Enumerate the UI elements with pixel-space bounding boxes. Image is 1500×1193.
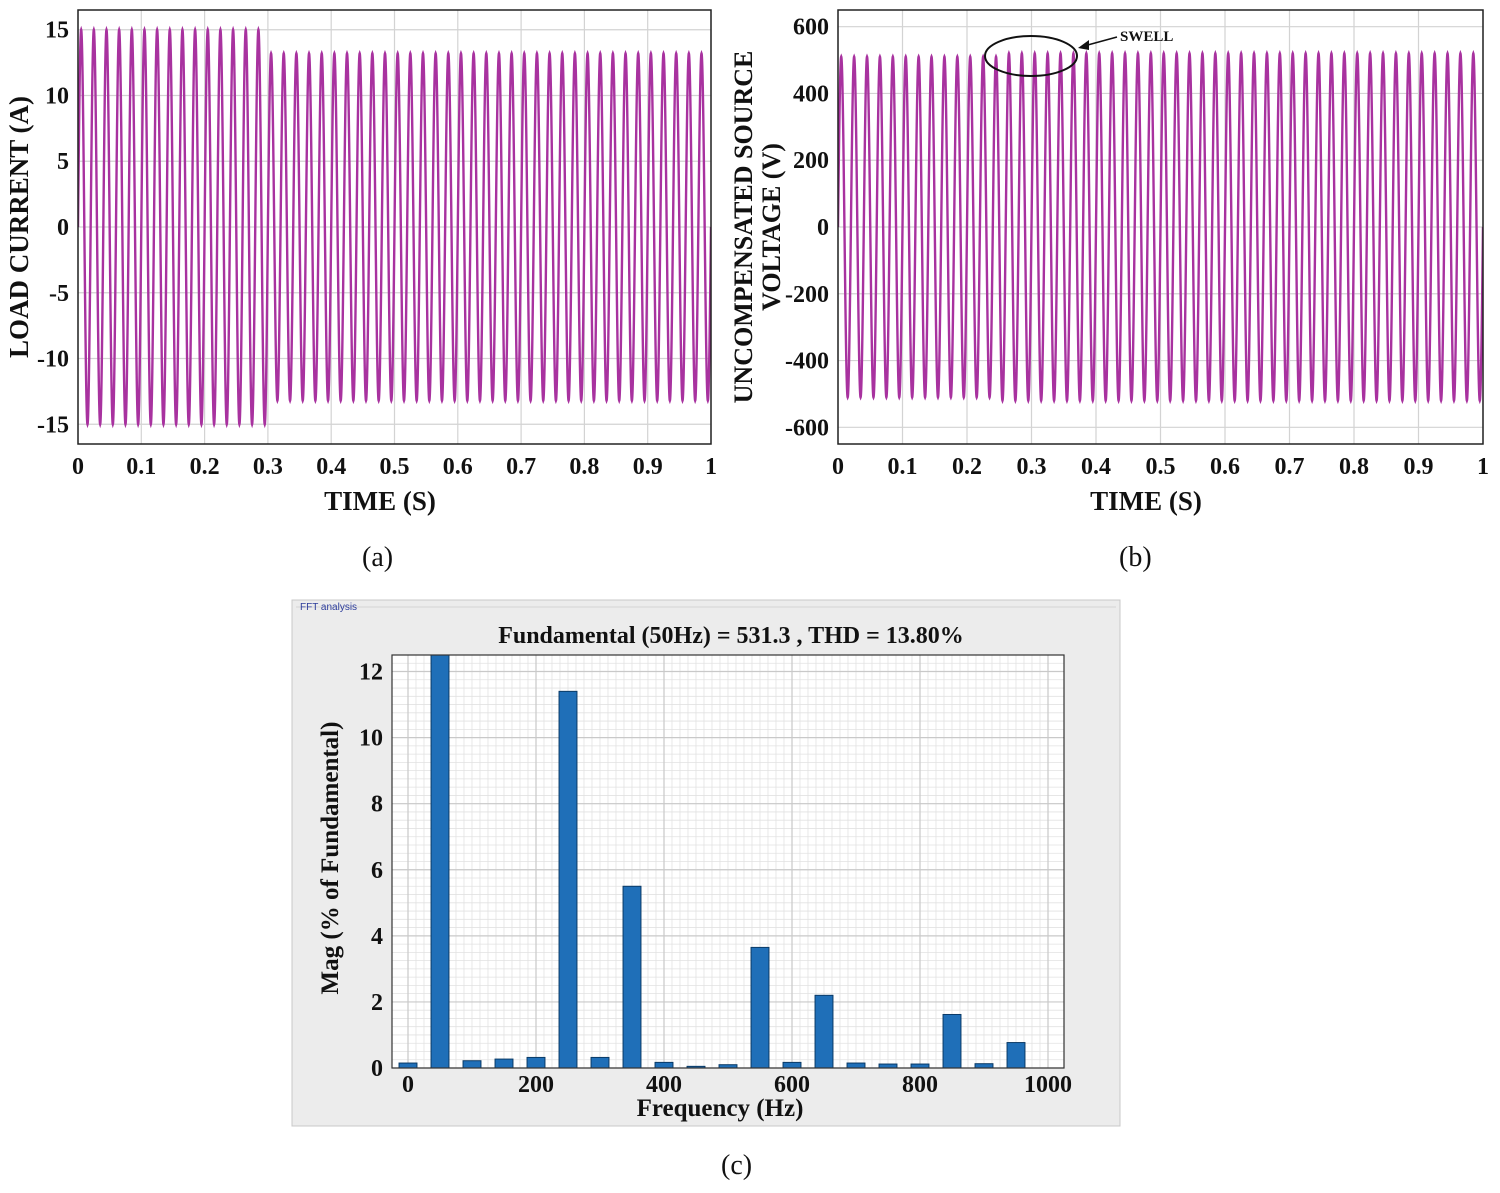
harmonic-bar [782, 1061, 802, 1068]
x-axis-label: TIME (S) [1090, 486, 1202, 516]
x-tick-label: 0.6 [1210, 454, 1240, 480]
x-tick-label: 400 [646, 1072, 682, 1098]
swell-annotation: SWELL [1120, 29, 1173, 45]
y-tick-label: 0 [371, 1056, 383, 1082]
y-tick-label: 400 [793, 81, 829, 107]
x-tick-label: 0.4 [316, 454, 346, 480]
x-tick-label: 0.6 [443, 454, 473, 480]
x-tick-label: 1000 [1024, 1072, 1072, 1098]
y-tick-label: 6 [371, 858, 383, 884]
x-tick-label: 0.8 [569, 454, 599, 480]
x-tick-label: 0.4 [1081, 454, 1111, 480]
harmonic-bar [398, 1062, 418, 1068]
x-tick-label: 0.1 [888, 454, 918, 480]
swell-arrow [1083, 36, 1118, 47]
y-tick-label: -10 [37, 347, 69, 373]
y-tick-label: -400 [785, 349, 829, 375]
harmonic-bar [558, 690, 578, 1068]
y-tick-label: 2 [371, 990, 383, 1016]
x-tick-label: 0.3 [1017, 454, 1047, 480]
harmonic-bar [846, 1062, 866, 1068]
harmonic-bar [974, 1063, 994, 1068]
harmonic-bar [942, 1013, 962, 1068]
x-tick-label: 0.3 [253, 454, 283, 480]
x-tick-label: 1 [705, 454, 717, 480]
harmonic-bar [878, 1063, 898, 1068]
x-tick-label: 600 [774, 1072, 810, 1098]
y-axis-label: LOAD CURRENT (A) [4, 96, 34, 358]
y-tick-label: 0 [57, 215, 69, 241]
x-tick-label: 1 [1477, 454, 1489, 480]
x-tick-label: 0.8 [1339, 454, 1369, 480]
swell-marker-ellipse [984, 35, 1078, 77]
x-tick-label: 0.2 [952, 454, 982, 480]
harmonic-bar [750, 946, 770, 1068]
y-tick-label: -600 [785, 415, 829, 441]
harmonic-bar [590, 1056, 610, 1068]
y-axis-label: Mag (% of Fundamental) [317, 722, 344, 995]
y-tick-label: -200 [785, 282, 829, 308]
plot-frame [77, 9, 712, 445]
harmonic-bar [654, 1061, 674, 1068]
fft-window-label: FFT analysis [300, 602, 357, 613]
caption-c: (c) [721, 1150, 753, 1181]
y-tick-label: 15 [45, 18, 69, 44]
harmonic-bar [494, 1058, 514, 1068]
y-axis-label-line-1: UNCOMPENSATED SOURCE [729, 51, 758, 404]
plot-frame [391, 654, 1065, 1069]
x-tick-label: 800 [902, 1072, 938, 1098]
plot-frame [837, 9, 1484, 445]
harmonic-bar [622, 885, 642, 1068]
harmonic-bar [814, 994, 834, 1068]
load-current-waveform [78, 25, 711, 429]
x-tick-label: 0.9 [633, 454, 663, 480]
caption-a: (a) [362, 542, 394, 573]
panel-c-fft-analysis: FFT analysis Fundamental (50Hz) = 531.3 … [291, 599, 1121, 1127]
swell-arrow-head [1078, 40, 1089, 50]
panel-b-source-voltage: SWELL -600 -400 -200 0 200 400 600 0 0.1 0.2 0.3 0… [729, 9, 1489, 516]
y-axis-label-line-2: VOLTAGE (V) [757, 143, 786, 311]
harmonic-bar [430, 655, 450, 1068]
y-tick-label: -5 [49, 281, 69, 307]
x-tick-label: 0.5 [1146, 454, 1176, 480]
x-axis-label: TIME (S) [324, 486, 436, 516]
x-tick-label: 0.9 [1404, 454, 1434, 480]
y-tick-label: 8 [371, 792, 383, 818]
y-tick-label: 600 [793, 15, 829, 41]
harmonic-bar [462, 1060, 482, 1068]
y-tick-label: 5 [57, 149, 69, 175]
y-tick-label: -15 [37, 412, 69, 438]
x-tick-label: 0.7 [506, 454, 536, 480]
x-tick-label: 200 [518, 1072, 554, 1098]
y-tick-label: 0 [817, 215, 829, 241]
harmonic-bar [910, 1063, 930, 1068]
y-tick-label: 10 [359, 726, 383, 752]
x-tick-label: 0.1 [126, 454, 156, 480]
x-tick-label: 0 [402, 1072, 414, 1098]
y-tick-label: 200 [793, 148, 829, 174]
caption-b: (b) [1119, 542, 1152, 573]
x-tick-label: 0.7 [1275, 454, 1305, 480]
fft-title: Fundamental (50Hz) = 531.3 , THD = 13.80… [498, 623, 964, 649]
x-axis-label: Frequency (Hz) [637, 1095, 804, 1122]
harmonic-bar [1006, 1042, 1026, 1068]
y-tick-label: 4 [371, 924, 383, 950]
x-tick-label: 0.5 [380, 454, 410, 480]
y-tick-label: 12 [359, 660, 383, 686]
harmonic-bar [526, 1056, 546, 1068]
source-voltage-waveform [838, 49, 1483, 405]
x-tick-label: 0 [832, 454, 844, 480]
y-tick-label: 10 [45, 83, 69, 109]
panel-a-load-current: -15 -10 -5 0 5 10 15 0 0.1 0.2 0.3 0.4 0.5 0.6 0.7 0.8… [4, 9, 717, 516]
x-tick-label: 0.2 [190, 454, 220, 480]
x-tick-label: 0 [72, 454, 84, 480]
